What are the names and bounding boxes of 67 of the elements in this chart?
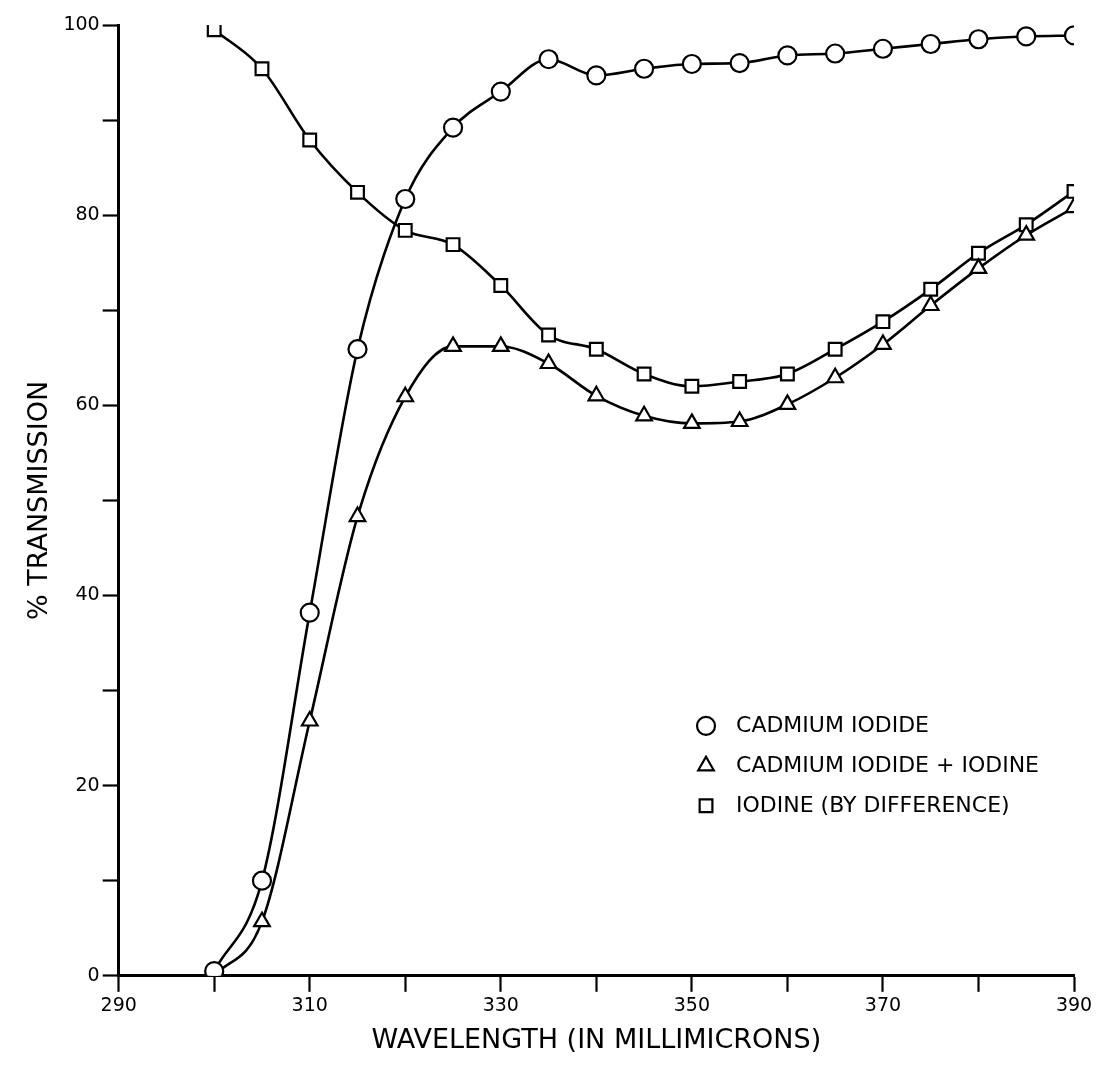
point [825, 43, 846, 64]
point [827, 341, 843, 357]
point [442, 117, 464, 138]
point [826, 367, 845, 384]
point [681, 53, 702, 75]
x-tick-label: 370 [864, 993, 902, 1016]
y-tick-label: 80 [75, 202, 100, 225]
point [732, 374, 748, 390]
point [396, 386, 415, 403]
point [348, 506, 367, 523]
x-tick-label: 390 [1055, 993, 1093, 1016]
point [729, 52, 750, 74]
point [490, 81, 511, 102]
point [921, 295, 940, 312]
legend-label: CADMIUM IODIDE [736, 711, 929, 737]
point [588, 341, 604, 357]
point [254, 61, 270, 77]
point [874, 334, 892, 351]
x-tick-label: 290 [100, 993, 137, 1016]
point [969, 258, 988, 274]
point [968, 29, 989, 50]
point [920, 33, 941, 55]
point [923, 281, 939, 297]
y-tick-label: 20 [75, 772, 100, 795]
legend-label: IODINE (BY DIFFERENCE) [736, 791, 1010, 817]
point [206, 25, 222, 38]
point [350, 184, 365, 200]
x-tick-label: 310 [291, 993, 328, 1016]
y-tick-label: 40 [75, 582, 100, 605]
point [445, 237, 461, 253]
y-axis-title: % TRANSMISSION [22, 380, 54, 620]
point [636, 366, 652, 382]
point [493, 278, 509, 293]
point [539, 353, 558, 370]
point [302, 132, 318, 148]
y-tick-label: 100 [63, 11, 100, 34]
point [635, 405, 653, 422]
point [777, 45, 798, 66]
point [444, 336, 462, 352]
point [634, 58, 655, 79]
point [491, 336, 510, 352]
legend-label: CADMIUM IODIDE + IODINE [736, 751, 1039, 777]
point [872, 38, 894, 59]
point [779, 366, 795, 382]
point [538, 49, 559, 70]
point [586, 65, 607, 86]
point [541, 327, 557, 343]
point [587, 385, 606, 402]
point [299, 602, 320, 623]
point [730, 411, 749, 428]
x-tick-label: 350 [673, 993, 710, 1016]
point [347, 339, 368, 360]
point [682, 413, 701, 429]
point [971, 245, 986, 261]
point [778, 394, 797, 410]
point [397, 222, 413, 238]
point [875, 314, 891, 330]
x-tick-label: 330 [482, 993, 519, 1016]
point [300, 710, 319, 727]
y-tick-label: 0 [87, 962, 100, 985]
x-axis-title: WAVELENGTH (IN MILLIMICRONS) [371, 1022, 822, 1054]
point [684, 378, 700, 394]
point [1016, 26, 1037, 47]
point [1017, 225, 1036, 241]
y-tick-label: 60 [75, 392, 100, 415]
point [395, 188, 416, 210]
point [253, 911, 271, 928]
